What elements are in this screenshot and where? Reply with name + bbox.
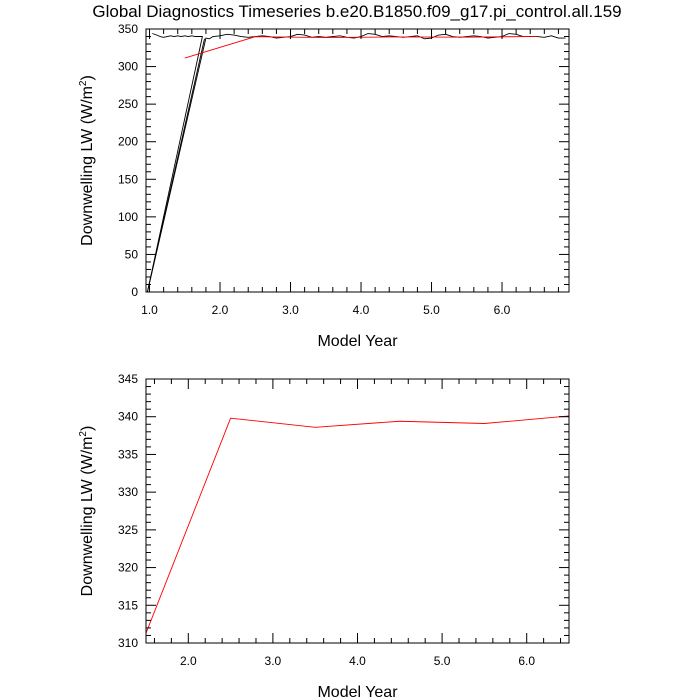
top-y-tick-label: 0: [131, 285, 138, 299]
bottom-chart: 2.0 3.0 4.0 5.0 6.0 310 315 320 325 330 335 340 345 M…: [78, 372, 570, 700]
top-x-tick-label: 6.0: [494, 303, 511, 317]
bottom-x-tick-label: 5.0: [434, 654, 451, 668]
bottom-x-tick-label: 3.0: [265, 654, 282, 668]
top-y-tick-label: 200: [118, 135, 138, 149]
bottom-plot-frame: [145, 378, 570, 644]
figure-title: Global Diagnostics Timeseries b.e20.B185…: [92, 2, 621, 21]
top-y-tick-label: 250: [118, 97, 138, 111]
bottom-y-tick-label: 340: [118, 410, 138, 424]
top-chart: 1.0 2.0 3.0 4.0 5.0 6.0 0 50 100 150 200 250 300 350 M…: [78, 22, 570, 350]
top-y-tick-label: 300: [118, 60, 138, 74]
top-y-axis-label: Downwelling LW (W/m2): [78, 75, 96, 246]
bottom-y-tick-label: 335: [118, 447, 138, 461]
top-y-tick-label: 150: [118, 172, 138, 186]
top-series-line-0: [146, 33, 566, 293]
bottom-x-tick-label: 6.0: [518, 654, 535, 668]
bottom-y-tick-label: 315: [118, 598, 138, 612]
bottom-y-tick-label: 310: [118, 636, 138, 650]
bottom-x-tick-label: 4.0: [349, 654, 366, 668]
top-y-tick-label: 50: [125, 247, 139, 261]
bottom-x-axis-label: Model Year: [317, 684, 398, 700]
top-x-tick-label: 5.0: [423, 303, 440, 317]
bottom-series-line-0: [145, 415, 570, 634]
top-x-tick-label: 4.0: [353, 303, 370, 317]
bottom-y-tick-label: 330: [118, 485, 138, 499]
bottom-x-tick-label: 2.0: [180, 654, 197, 668]
top-x-tick-label: 2.0: [212, 303, 229, 317]
top-y-tick-label: 350: [118, 22, 138, 36]
bottom-y-axis-label: Downwelling LW (W/m2): [78, 426, 96, 597]
top-series-line-2: [184, 35, 538, 59]
top-series-line-1: [146, 38, 205, 293]
top-x-axis-label: Model Year: [317, 333, 398, 350]
top-y-tick-label: 100: [118, 210, 138, 224]
top-plot-frame: [145, 28, 570, 293]
bottom-y-tick-label: 345: [118, 372, 138, 386]
top-x-tick-label: 3.0: [282, 303, 299, 317]
top-x-tick-label: 1.0: [141, 303, 158, 317]
bottom-y-tick-label: 320: [118, 561, 138, 575]
bottom-y-tick-label: 325: [118, 523, 138, 537]
